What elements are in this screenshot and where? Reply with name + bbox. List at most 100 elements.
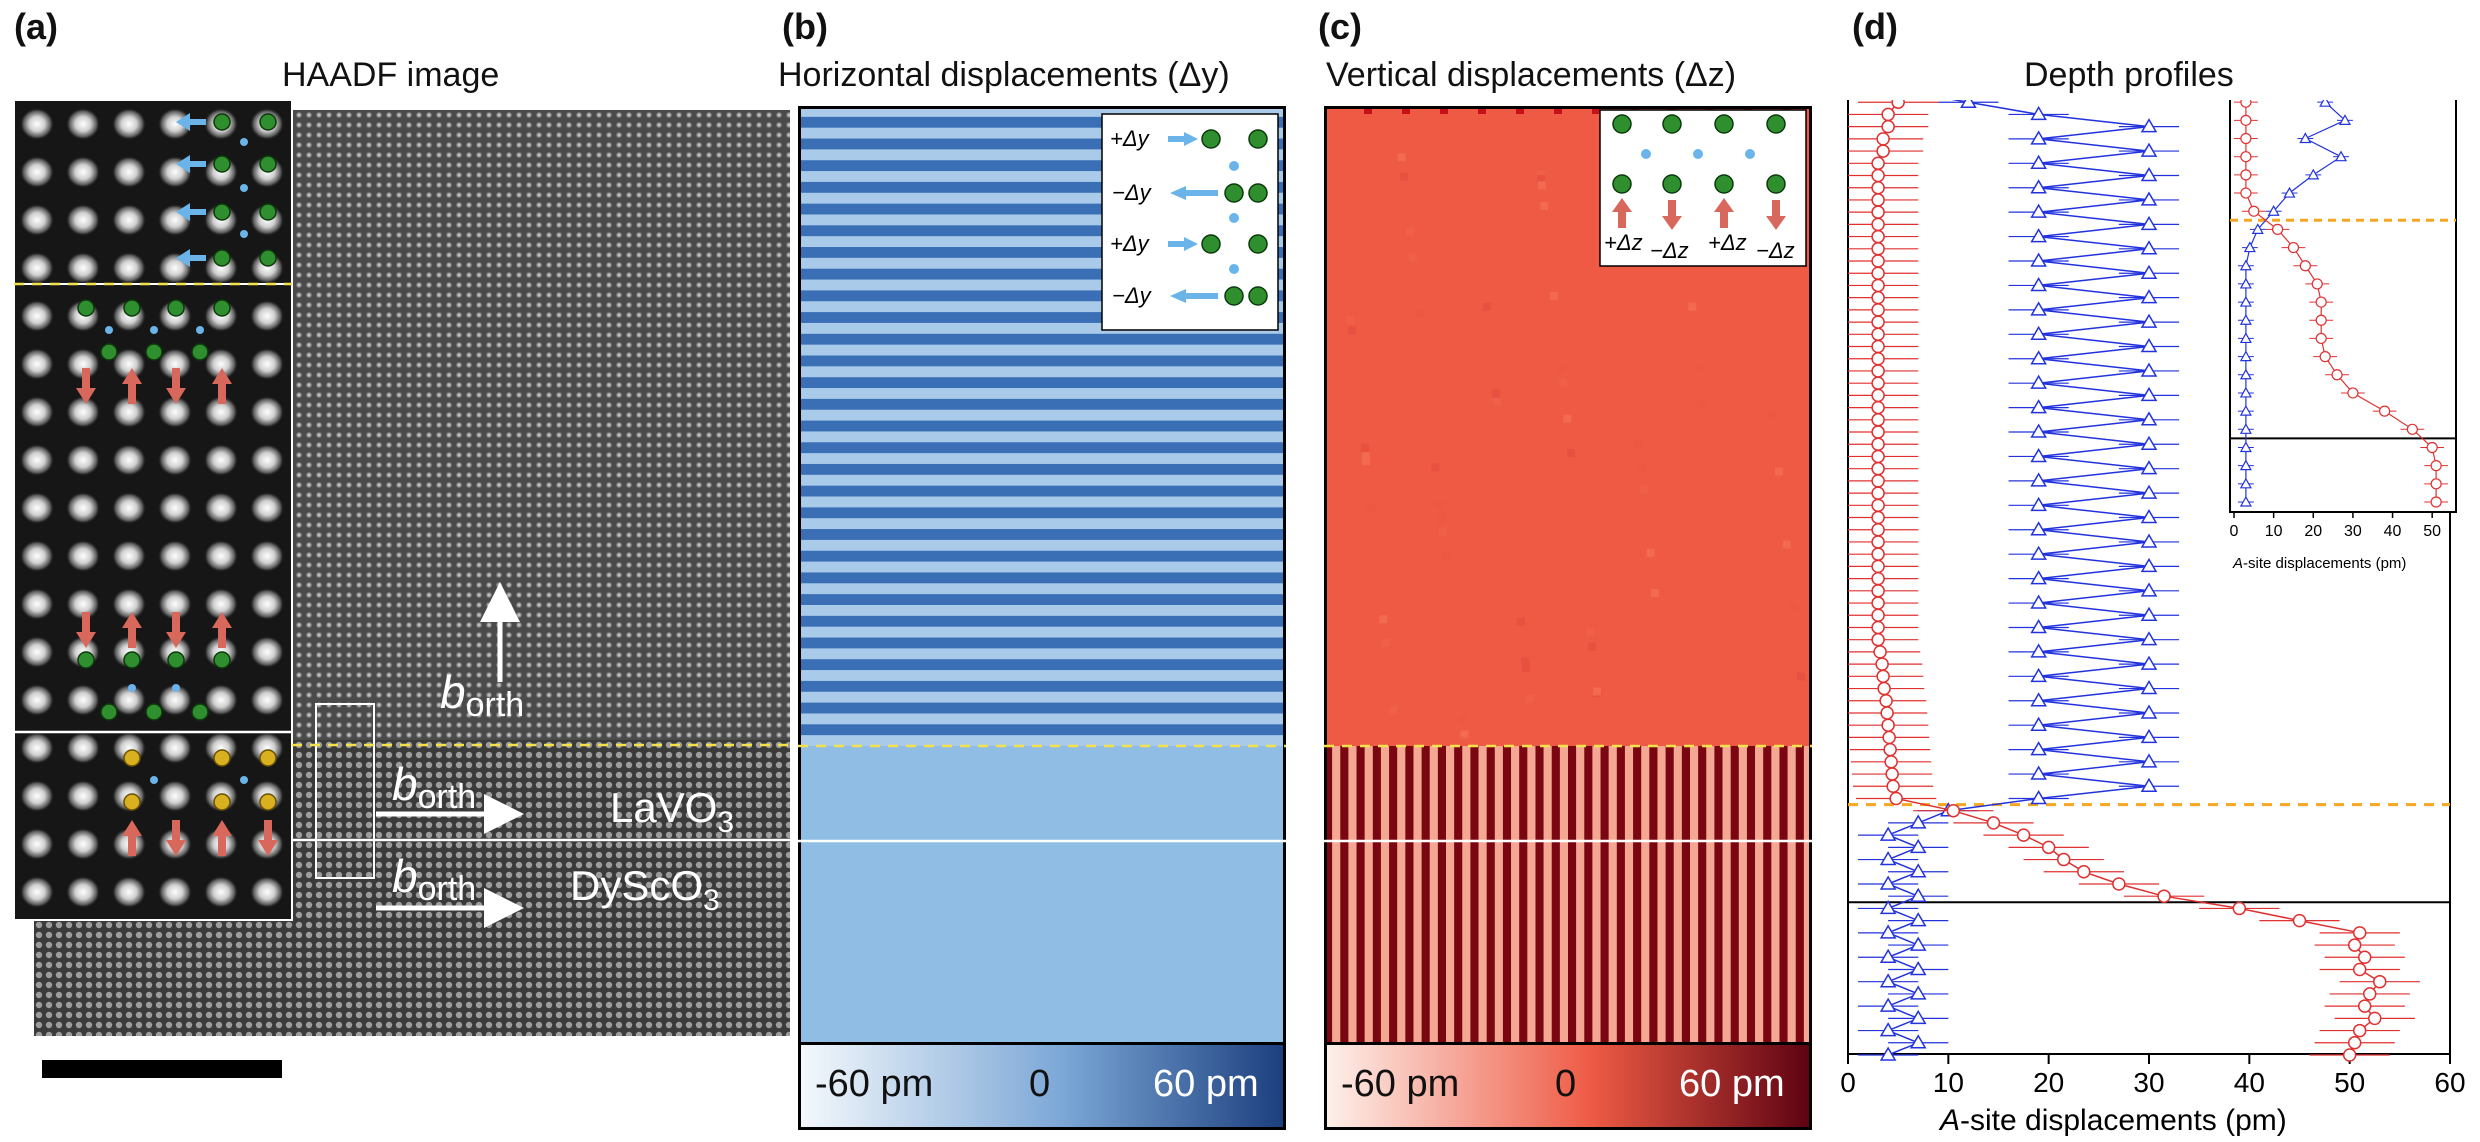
red-circle-point bbox=[2292, 913, 2307, 928]
map-c-noise-cell bbox=[1637, 465, 1646, 473]
b-orth-label-3: borth bbox=[392, 850, 476, 908]
colorbar-c-max: 60 pm bbox=[1679, 1063, 1785, 1105]
red-circle-point bbox=[1886, 779, 1900, 794]
red-circle-point bbox=[1871, 217, 1885, 232]
red-circle-point bbox=[1871, 474, 1885, 488]
blue-triangle-point bbox=[1960, 100, 1977, 108]
inset-red-circle bbox=[2240, 187, 2252, 199]
x-tick-label: 20 bbox=[2033, 1067, 2064, 1098]
blue-triangle-point bbox=[2030, 228, 2047, 243]
red-circle-point bbox=[1871, 461, 1885, 476]
blue-triangle-point bbox=[2140, 631, 2158, 646]
panel-a-title: HAADF image bbox=[282, 56, 500, 94]
blue-triangle-point bbox=[1909, 985, 1927, 1000]
map-c-noise-cell bbox=[1437, 516, 1446, 525]
red-circle-point bbox=[1871, 535, 1885, 549]
red-circle-point bbox=[2362, 987, 2377, 1001]
red-circle-point bbox=[2352, 926, 2367, 940]
blue-triangle-point bbox=[2030, 447, 2047, 463]
map-c-substrate-column bbox=[1787, 746, 1797, 1048]
blue-triangle-point bbox=[2140, 338, 2158, 353]
map-c-noise-cell bbox=[1537, 175, 1546, 183]
legend-c-4: −Δz bbox=[1756, 238, 1795, 263]
red-circle-point bbox=[1871, 180, 1885, 195]
inset-x-tick-label: 20 bbox=[2304, 523, 2322, 540]
blue-triangle-point bbox=[2030, 716, 2047, 731]
blue-triangle-point bbox=[2030, 301, 2047, 316]
blue-triangle-point bbox=[2140, 753, 2158, 768]
map-c-noise-cell bbox=[1699, 401, 1707, 410]
map-c-noise-cell bbox=[1586, 628, 1595, 637]
map-b-stripe bbox=[798, 724, 1286, 736]
map-c-noise-cell bbox=[1492, 389, 1500, 398]
red-circle-point bbox=[1871, 413, 1885, 427]
map-c-substrate-column bbox=[1730, 746, 1740, 1048]
inset-red-circle bbox=[2315, 296, 2327, 308]
map-b-stripe bbox=[798, 149, 1286, 161]
map-c-substrate-column bbox=[1795, 746, 1805, 1048]
map-b-stripe bbox=[798, 181, 1286, 194]
blue-triangle-point bbox=[2030, 643, 2047, 658]
map-c-substrate-column bbox=[1714, 746, 1723, 1048]
map-c-noise-cell bbox=[1797, 672, 1806, 681]
map-c-noise-cell bbox=[1537, 181, 1546, 190]
blue-triangle-point bbox=[2140, 118, 2158, 133]
inset-red-circle bbox=[2248, 205, 2260, 217]
vertical-displacement-map: +Δz −Δz +Δz −Δz bbox=[1324, 106, 1812, 1048]
inset-blue-triangle bbox=[2283, 186, 2296, 198]
blue-triangle-point bbox=[1879, 973, 1897, 988]
panel-a-label: (a) bbox=[14, 6, 58, 47]
map-b-stripe bbox=[798, 583, 1286, 595]
blue-triangle-point bbox=[2140, 582, 2158, 597]
colorbar-b-gradient bbox=[801, 1045, 1283, 1127]
blue-triangle-point bbox=[1909, 863, 1927, 878]
red-circle-point bbox=[2056, 852, 2071, 867]
map-b-stripe bbox=[798, 529, 1286, 541]
blue-triangle-point bbox=[2030, 741, 2047, 756]
map-c-noise-cell bbox=[1346, 316, 1355, 325]
legend-b-4: −Δy bbox=[1112, 283, 1153, 308]
blue-triangle-point bbox=[1909, 1034, 1927, 1049]
map-b-stripe bbox=[798, 604, 1286, 617]
red-circle-point bbox=[1871, 400, 1885, 415]
red-circle-point bbox=[2368, 1011, 2382, 1026]
blue-triangle-point bbox=[2140, 435, 2158, 450]
red-circle-point bbox=[1875, 657, 1889, 671]
inset-x-tick-label: 10 bbox=[2265, 523, 2283, 540]
map-c-noise-cell bbox=[1688, 302, 1697, 311]
inset-red-circle bbox=[2240, 100, 2252, 108]
map-c-noise-cell bbox=[1348, 326, 1356, 335]
red-circle-point bbox=[1871, 559, 1885, 574]
inset-blue-triangle bbox=[2338, 114, 2352, 125]
blue-triangle-point bbox=[2030, 325, 2047, 341]
x-tick-label: 30 bbox=[2133, 1067, 2164, 1098]
red-circle-point bbox=[1877, 681, 1891, 696]
map-c-noise-cell bbox=[1367, 503, 1376, 512]
inset-blue-triangle bbox=[2239, 350, 2252, 362]
inset-red-circle bbox=[2311, 278, 2323, 290]
map-c-noise-cell bbox=[1402, 106, 1410, 114]
panel-d-title: Depth profiles bbox=[2024, 56, 2234, 94]
blue-triangle-point bbox=[1909, 1009, 1927, 1025]
b-orth-label-2: borth bbox=[392, 758, 476, 816]
map-c-noise-cell bbox=[1460, 730, 1469, 739]
map-c-noise-cell bbox=[1774, 467, 1783, 476]
blue-triangle-point bbox=[2140, 215, 2158, 231]
map-b-stripe bbox=[798, 322, 1286, 335]
haadf-zoom-inset bbox=[14, 100, 293, 921]
red-circle-point bbox=[1871, 388, 1885, 403]
red-circle-point bbox=[1881, 119, 1895, 134]
map-b-stripe bbox=[798, 420, 1286, 432]
map-b-stripe bbox=[798, 713, 1286, 725]
map-c-substrate-column bbox=[1494, 746, 1504, 1048]
red-circle-point bbox=[1871, 327, 1885, 342]
map-b-stripe bbox=[798, 691, 1286, 704]
blue-triangle-point bbox=[2140, 704, 2158, 719]
map-c-noise-cell bbox=[1362, 457, 1371, 466]
red-circle-point bbox=[2373, 974, 2387, 989]
map-b-stripe bbox=[798, 431, 1286, 443]
inset-red-circle bbox=[2272, 223, 2284, 235]
map-c-noise-cell bbox=[1414, 310, 1423, 319]
blue-triangle-point bbox=[2140, 313, 2158, 328]
blue-triangle-point bbox=[2140, 191, 2158, 206]
